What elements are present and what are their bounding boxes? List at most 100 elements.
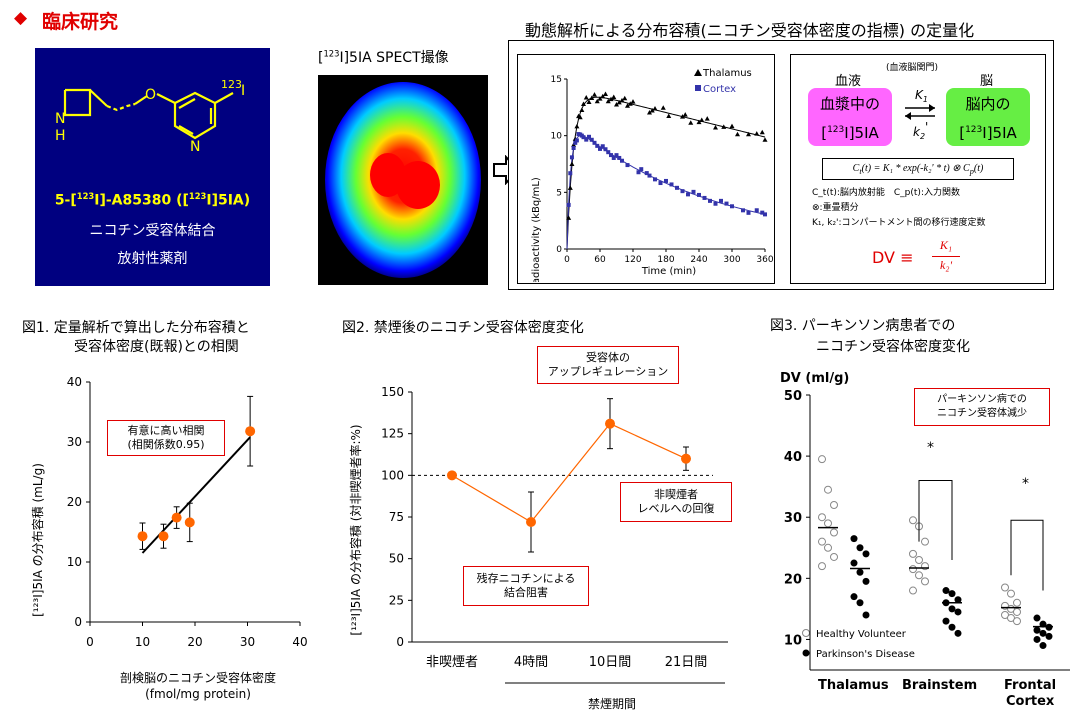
tac-thalamus-point [762,137,768,142]
tac-thalamus-point [721,124,727,129]
fig3-hv-point [909,516,917,525]
tac-cortex-point [730,204,734,209]
tac-cortex-point [719,198,723,203]
tac-cortex-point [686,192,690,197]
fig3-ytick-label: 40 [784,450,802,465]
tac-cortex-point [691,189,696,194]
tac-xtick-label: 300 [723,255,740,265]
fig1-ytick-label: 0 [74,615,82,629]
brain-compartment: 脳内の [123I]5IA [946,88,1030,146]
fig1-xtick-label: 10 [135,635,150,649]
structure-iodine: I [241,83,245,99]
fig3-pd-point [954,596,962,604]
tac-ytick-label: 5 [556,188,562,198]
fig2-callout-up-2: アップレギュレーション [547,365,669,378]
fig3-title-2: ニコチン受容体密度変化 [816,339,970,355]
fig3-hv-point [824,543,832,552]
tac-cortex-point [675,185,679,190]
fig3-hv-point [921,537,929,546]
fig3-pd-point [948,623,956,631]
fig2-point [526,517,536,527]
tac-thalamus-line [566,96,766,250]
fig3-pd-point [862,611,870,619]
tac-cortex-point [636,170,641,175]
fig1-point [158,531,169,542]
fig3-cat-brainstem: Brainstem [902,678,977,693]
structure-n: N [55,111,65,127]
tac-cortex-point [620,158,624,163]
compound-name: 5-[123I]-A85380 ([123I]5IA) [54,191,251,209]
fig3-sig-bracket [1010,519,1044,591]
tac-legend-thalamus: Thalamus [702,68,752,79]
tac-thalamus-point [622,95,628,101]
fig2-ytick-label: 125 [381,427,404,441]
tac-thalamus-point [594,98,600,104]
tac-thalamus-point [579,107,585,113]
fig2-ylabel: [¹²³I]5IA の分布容積 (対非喫煙者率:%) [348,424,363,635]
header-bullet: ◆ [14,8,28,28]
fig3-pd-point [862,550,870,558]
fig2-callout-recover-2: レベルへの回復 [637,502,715,515]
fig3-pd-point [1045,632,1053,640]
fig1-ytick-label: 40 [67,375,82,389]
fig1-xtick-label: 30 [240,635,255,649]
fig3-pd-point [954,629,962,637]
tac-cortex-point [566,202,571,207]
fig2-ytick-label: 75 [389,510,404,524]
tac-thalamus-point [567,185,573,190]
fig3-pd-point [850,559,858,567]
fig3-hv-point [909,549,917,558]
tac-cortex-point [581,135,586,140]
tac-thalamus-point [586,99,592,104]
k1-label: K1 [915,88,928,104]
fig1-callout-line1: 有意に高い相関 [127,424,205,437]
tac-thalamus-point [574,123,580,129]
tac-thalamus-point [592,92,597,97]
page-title: 臨床研究 [42,11,119,33]
tac-legend-triangle-icon [694,69,702,76]
fig3-legend-pd-icon [802,649,810,657]
chemical-structure: N H O N 123 I [55,78,245,155]
definition-1: C_t(t):脳内放射能 C_p(t):入力関数 [812,188,960,198]
fig3-pd-point [850,535,858,543]
plasma-line1: 血漿中の [819,95,880,113]
fig3-hv-point [1013,617,1021,626]
fig2-callout-block-2: 結合阻害 [504,586,548,599]
fig2-callout-block: 残存ニコチンによる 結合阻害 [463,566,589,606]
tac-ytick-label: 15 [551,75,562,85]
tac-cortex-point [697,192,701,197]
tac-cortex-point [574,138,579,143]
fig1-callout-line2: (相関係数0.95) [127,438,205,451]
fig2-chart: [¹²³I]5IA の分布容積 (対非喫煙者率:%) 禁煙期間 0 25 50 75 1… [348,385,728,711]
tac-ytick-label: 0 [556,245,562,255]
tac-cortex-point [713,201,718,206]
fig2-ytick-label: 0 [396,635,404,649]
tac-xtick-label: 0 [564,255,570,265]
tac-cortex-point [569,155,574,160]
fig3-cat-cortex: Cortex [1006,694,1055,709]
tac-cortex-point [573,140,578,145]
tac-cortex-point [644,171,649,176]
tac-thalamus-point [759,129,765,135]
tac-thalamus-point [688,120,694,125]
tac-thalamus-point [713,125,718,130]
tac-thalamus-point [605,98,611,104]
tac-cortex-point [664,178,668,183]
tac-cortex-point [741,208,745,213]
fig2-category-label: 10日間 [589,655,632,670]
fig3-pd-point [942,617,950,625]
tac-thalamus-point [652,105,658,111]
fig3-pd-point [856,599,864,607]
tac-thalamus-point [616,99,622,105]
tac-xtick-label: 60 [594,255,606,265]
fig3-pd-point [948,605,956,613]
tac-cortex-point [568,171,573,176]
tac-cortex-line [566,135,766,250]
spect-image [318,75,488,285]
fig1-ylabel: [¹²³I]5IA の分布容積 (mL/g) [30,463,45,617]
fig3-ytick-label: 10 [784,633,802,648]
tac-xtick-label: 240 [690,255,707,265]
fig3-pd-point [856,568,864,576]
fig3-hv-point [1007,589,1015,598]
tac-ytick-label: 10 [551,132,563,142]
